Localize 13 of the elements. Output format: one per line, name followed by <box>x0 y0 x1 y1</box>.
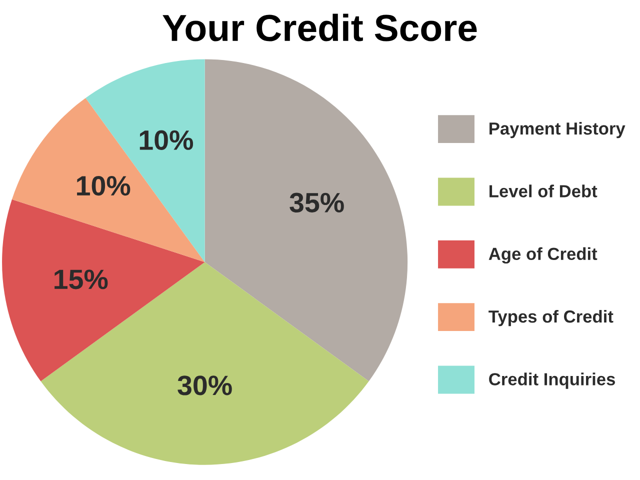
legend-label: Level of Debt <box>490 184 598 198</box>
data-label: 10% <box>140 130 194 150</box>
pie-slice <box>12 98 205 262</box>
legend-label: Age of Credit <box>488 247 598 264</box>
data-label: 15% <box>54 270 108 290</box>
legend-label: Payment History <box>490 122 626 138</box>
pie-slice <box>40 262 369 465</box>
chart-title: Your Credit Score <box>162 14 477 42</box>
legend-label: Types of Credit <box>488 310 614 326</box>
legend-label: Credit Inquiries <box>489 372 615 389</box>
data-label: 10% <box>77 176 130 196</box>
data-label: 30% <box>178 376 232 396</box>
data-label: 35% <box>290 192 344 212</box>
